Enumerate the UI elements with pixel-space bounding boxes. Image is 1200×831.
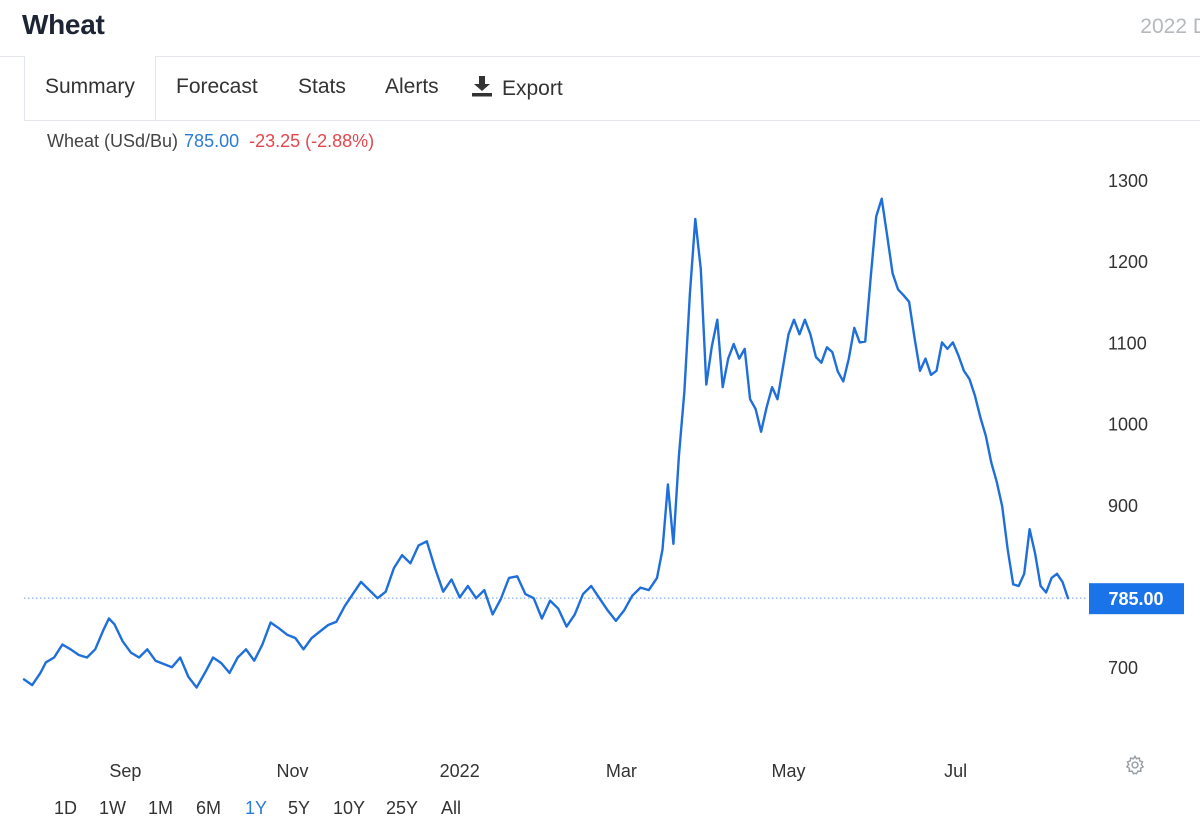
last-price-tag: [1089, 583, 1184, 615]
range-6m[interactable]: 6M: [196, 798, 222, 818]
price-chart[interactable]: 700 900 1000 1100 1200 1300 Sep Nov 2022 Mar May Ju…: [0, 150, 1200, 795]
x-tick-label-2022: 2022: [440, 761, 480, 781]
y-tick-label-1300: 1300: [1108, 171, 1148, 191]
range-5y[interactable]: 5Y: [288, 798, 311, 818]
tab-export-label: Export: [502, 77, 563, 100]
header-bar: Wheat 2022 D: [0, 0, 1200, 57]
price-quote: Wheat (USd/Bu) 785.00 -23.25 (-2.88%): [47, 131, 374, 152]
price-change: -23.25 (-2.88%): [249, 131, 375, 151]
current-price: 785.00: [184, 131, 240, 151]
page-title: Wheat: [22, 9, 105, 40]
settings-gear-icon[interactable]: [1124, 754, 1146, 776]
tab-export[interactable]: Export: [472, 75, 563, 101]
y-tick-label-1200: 1200: [1108, 252, 1148, 272]
range-10y[interactable]: 10Y: [333, 798, 366, 818]
range-all[interactable]: All: [441, 798, 462, 818]
y-tick-label-1000: 1000: [1108, 415, 1148, 435]
range-1w[interactable]: 1W: [99, 798, 126, 818]
x-tick-label-sep: Sep: [109, 761, 141, 781]
range-1m[interactable]: 1M: [148, 798, 174, 818]
header-date-text: 2022 D: [1140, 15, 1200, 38]
tab-summary-label: Summary: [45, 75, 135, 98]
y-tick-label-900: 900: [1108, 496, 1138, 516]
tab-alerts[interactable]: Alerts: [385, 75, 439, 98]
instrument-name: Wheat (USd/Bu): [47, 131, 179, 151]
x-tick-label-mar: Mar: [606, 761, 637, 781]
range-25y[interactable]: 25Y: [386, 798, 419, 818]
range-1y[interactable]: 1Y: [245, 798, 268, 818]
tab-stats[interactable]: Stats: [298, 75, 346, 98]
range-1d[interactable]: 1D: [54, 798, 78, 818]
y-tick-label-1100: 1100: [1108, 333, 1147, 353]
y-tick-label-700: 700: [1108, 658, 1138, 678]
last-price-tag-text: 785.00: [1108, 589, 1163, 609]
x-tick-label-nov: Nov: [277, 761, 309, 781]
tab-forecast[interactable]: Forecast: [176, 75, 258, 98]
tab-summary[interactable]: Summary: [24, 56, 156, 120]
x-tick-label-jul: Jul: [944, 761, 967, 781]
download-icon: [472, 76, 492, 97]
x-tick-label-may: May: [771, 761, 805, 781]
price-series-line: [22, 197, 1070, 689]
tab-bar: Summary Forecast Stats Alerts Export: [24, 56, 1200, 121]
